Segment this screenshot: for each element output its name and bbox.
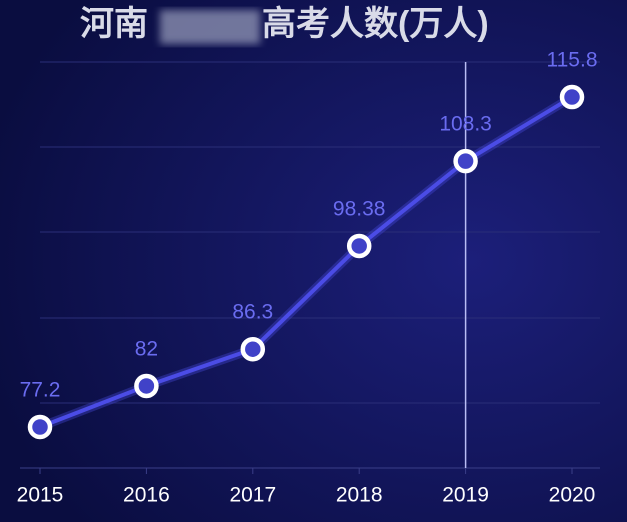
value-label: 77.2 <box>20 379 61 402</box>
x-tick-label: 2020 <box>549 484 596 507</box>
value-label: 98.38 <box>333 197 386 220</box>
grid <box>20 61 600 469</box>
value-label: 86.3 <box>232 301 273 324</box>
chart-title-end: 高考人数(万人) <box>262 5 489 43</box>
point <box>27 414 53 440</box>
x-tick-label: 2018 <box>336 484 383 507</box>
x-tick-label: 2016 <box>123 484 170 507</box>
line <box>39 95 574 429</box>
point <box>134 373 159 399</box>
point <box>453 148 478 174</box>
value-label: 115.8 <box>547 49 598 72</box>
chart-title-start: 河南 <box>80 5 148 43</box>
x-tick-label: 2017 <box>229 484 276 507</box>
point <box>346 233 372 259</box>
point <box>559 84 585 110</box>
blurred-region <box>160 10 260 44</box>
x-tick-label: 2019 <box>442 484 489 507</box>
value-label: 108.3 <box>439 113 492 136</box>
x-tick-label: 2015 <box>17 484 64 507</box>
value-label: 82 <box>135 337 158 360</box>
point <box>240 336 266 362</box>
